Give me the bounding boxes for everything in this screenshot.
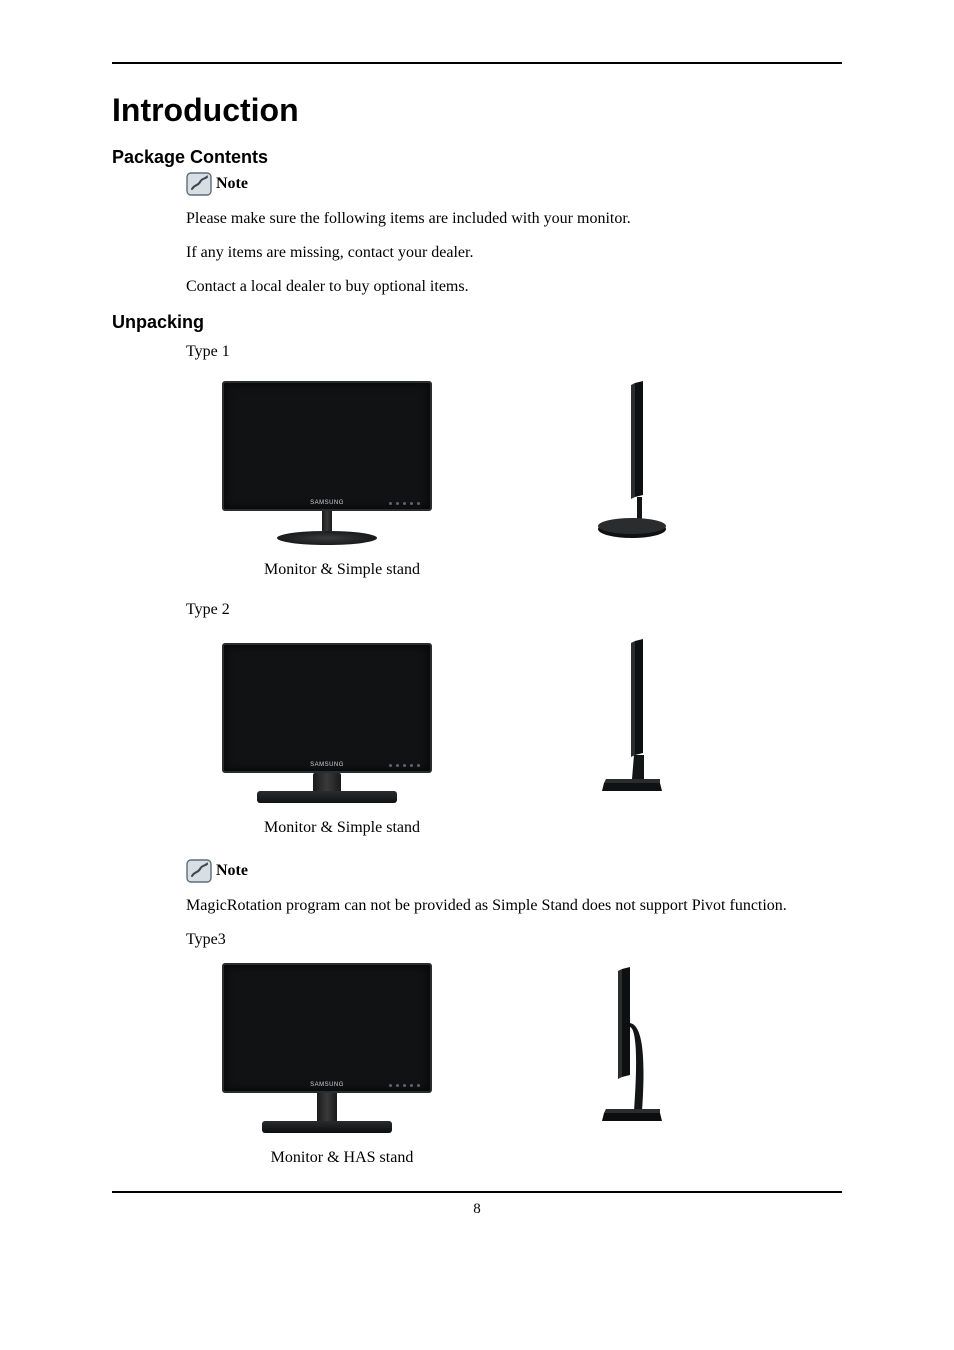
type2-figure-row: SAMSUNG xyxy=(222,633,842,803)
monitor-neck xyxy=(322,511,332,531)
top-rule xyxy=(112,62,842,64)
monitor-base xyxy=(262,1121,392,1133)
type3-caption: Monitor & HAS stand xyxy=(222,1149,462,1167)
monitor-button-dots xyxy=(389,502,420,505)
monitor-brand-label: SAMSUNG xyxy=(310,500,344,506)
page-container: Introduction Package Contents Note Pleas… xyxy=(0,0,954,1248)
monitor-neck xyxy=(313,773,341,791)
monitor-side-type1 xyxy=(582,375,672,545)
type3-label: Type3 xyxy=(186,931,842,949)
type1-caption: Monitor & Simple stand xyxy=(222,561,462,579)
monitor-base xyxy=(277,531,377,545)
monitor-screen: SAMSUNG xyxy=(222,963,432,1093)
monitor-button-dots xyxy=(389,764,420,767)
note-icon xyxy=(186,172,212,196)
intro-paragraph: If any items are missing, contact your d… xyxy=(186,244,842,262)
monitor-screen: SAMSUNG xyxy=(222,381,432,511)
monitor-button-dots xyxy=(389,1084,420,1087)
page-number: 8 xyxy=(112,1201,842,1218)
monitor-front-type2: SAMSUNG xyxy=(222,643,432,803)
monitor-base xyxy=(257,791,397,803)
section-package-contents: Package Contents xyxy=(112,147,842,168)
monitor-side-type2 xyxy=(582,633,672,803)
section-unpacking: Unpacking xyxy=(112,312,842,333)
note-block: Note xyxy=(186,172,842,196)
type2-caption: Monitor & Simple stand xyxy=(222,819,462,837)
note-icon xyxy=(186,859,212,883)
monitor-side-type3 xyxy=(582,963,672,1133)
intro-paragraph: Contact a local dealer to buy optional i… xyxy=(186,278,842,296)
type3-figure-row: SAMSUNG xyxy=(222,963,842,1133)
monitor-front-type3: SAMSUNG xyxy=(222,963,432,1133)
monitor-brand-label: SAMSUNG xyxy=(310,1082,344,1088)
type2-label: Type 2 xyxy=(186,601,842,619)
bottom-rule xyxy=(112,1191,842,1193)
note-label: Note xyxy=(216,862,248,880)
type1-label: Type 1 xyxy=(186,343,842,361)
note-label: Note xyxy=(216,175,248,193)
note-block: Note xyxy=(186,859,842,883)
type1-figure-row: SAMSUNG xyxy=(222,375,842,545)
monitor-front-type1: SAMSUNG xyxy=(222,381,432,545)
page-title: Introduction xyxy=(112,92,842,129)
monitor-brand-label: SAMSUNG xyxy=(310,762,344,768)
note-between-text: MagicRotation program can not be provide… xyxy=(186,897,842,915)
monitor-neck xyxy=(317,1093,337,1121)
monitor-screen: SAMSUNG xyxy=(222,643,432,773)
intro-paragraph: Please make sure the following items are… xyxy=(186,210,842,228)
